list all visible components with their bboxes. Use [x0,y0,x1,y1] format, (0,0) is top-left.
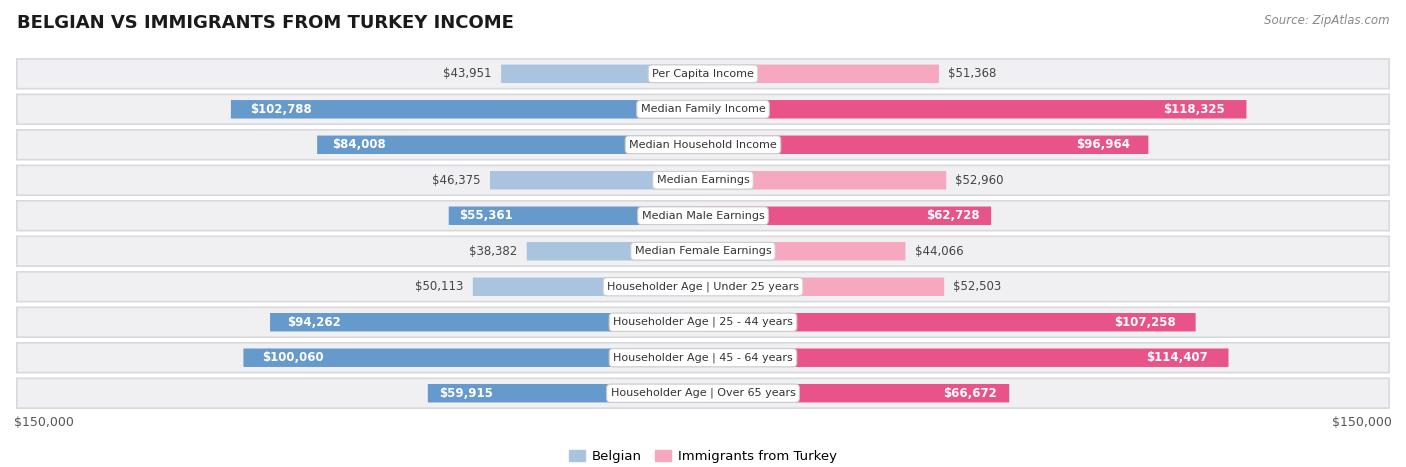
FancyBboxPatch shape [17,272,1389,302]
Text: Householder Age | 45 - 64 years: Householder Age | 45 - 64 years [613,353,793,363]
Text: Per Capita Income: Per Capita Income [652,69,754,79]
FancyBboxPatch shape [17,94,1389,124]
FancyBboxPatch shape [703,384,1010,403]
FancyBboxPatch shape [270,313,703,332]
Text: $51,368: $51,368 [948,67,997,80]
Text: $43,951: $43,951 [443,67,492,80]
FancyBboxPatch shape [527,242,703,261]
Text: $94,262: $94,262 [287,316,342,329]
Text: $55,361: $55,361 [458,209,513,222]
FancyBboxPatch shape [449,206,703,225]
FancyBboxPatch shape [231,100,703,119]
Text: $50,113: $50,113 [415,280,464,293]
Text: $107,258: $107,258 [1114,316,1175,329]
Text: $46,375: $46,375 [432,174,481,187]
FancyBboxPatch shape [703,64,939,83]
Text: Median Female Earnings: Median Female Earnings [634,246,772,256]
FancyBboxPatch shape [318,135,703,154]
Text: Householder Age | Under 25 years: Householder Age | Under 25 years [607,282,799,292]
Text: $52,960: $52,960 [956,174,1004,187]
FancyBboxPatch shape [703,277,945,296]
Text: $44,066: $44,066 [914,245,963,258]
FancyBboxPatch shape [472,277,703,296]
Text: $102,788: $102,788 [250,103,312,116]
FancyBboxPatch shape [491,171,703,190]
FancyBboxPatch shape [427,384,703,403]
FancyBboxPatch shape [703,100,1247,119]
Text: $84,008: $84,008 [333,138,387,151]
FancyBboxPatch shape [17,378,1389,408]
FancyBboxPatch shape [17,201,1389,231]
Text: Median Earnings: Median Earnings [657,175,749,185]
FancyBboxPatch shape [703,348,1229,367]
FancyBboxPatch shape [17,343,1389,373]
FancyBboxPatch shape [703,171,946,190]
Text: $150,000: $150,000 [1331,416,1392,429]
Legend: Belgian, Immigrants from Turkey: Belgian, Immigrants from Turkey [564,444,842,467]
Text: Source: ZipAtlas.com: Source: ZipAtlas.com [1264,14,1389,27]
FancyBboxPatch shape [17,165,1389,195]
Text: $38,382: $38,382 [470,245,517,258]
Text: $100,060: $100,060 [262,351,323,364]
Text: $96,964: $96,964 [1077,138,1130,151]
Text: $52,503: $52,503 [953,280,1001,293]
Text: Householder Age | 25 - 44 years: Householder Age | 25 - 44 years [613,317,793,327]
Text: $118,325: $118,325 [1163,103,1225,116]
Text: Householder Age | Over 65 years: Householder Age | Over 65 years [610,388,796,398]
Text: Median Male Earnings: Median Male Earnings [641,211,765,221]
FancyBboxPatch shape [17,236,1389,266]
FancyBboxPatch shape [703,313,1195,332]
Text: Median Family Income: Median Family Income [641,104,765,114]
FancyBboxPatch shape [703,242,905,261]
FancyBboxPatch shape [501,64,703,83]
FancyBboxPatch shape [17,307,1389,337]
FancyBboxPatch shape [703,135,1149,154]
FancyBboxPatch shape [17,130,1389,160]
Text: $66,672: $66,672 [943,387,997,400]
FancyBboxPatch shape [703,206,991,225]
Text: $150,000: $150,000 [14,416,75,429]
Text: $59,915: $59,915 [439,387,492,400]
Text: Median Household Income: Median Household Income [628,140,778,150]
FancyBboxPatch shape [243,348,703,367]
Text: BELGIAN VS IMMIGRANTS FROM TURKEY INCOME: BELGIAN VS IMMIGRANTS FROM TURKEY INCOME [17,14,513,32]
Text: $62,728: $62,728 [927,209,980,222]
FancyBboxPatch shape [17,59,1389,89]
Text: $114,407: $114,407 [1146,351,1208,364]
